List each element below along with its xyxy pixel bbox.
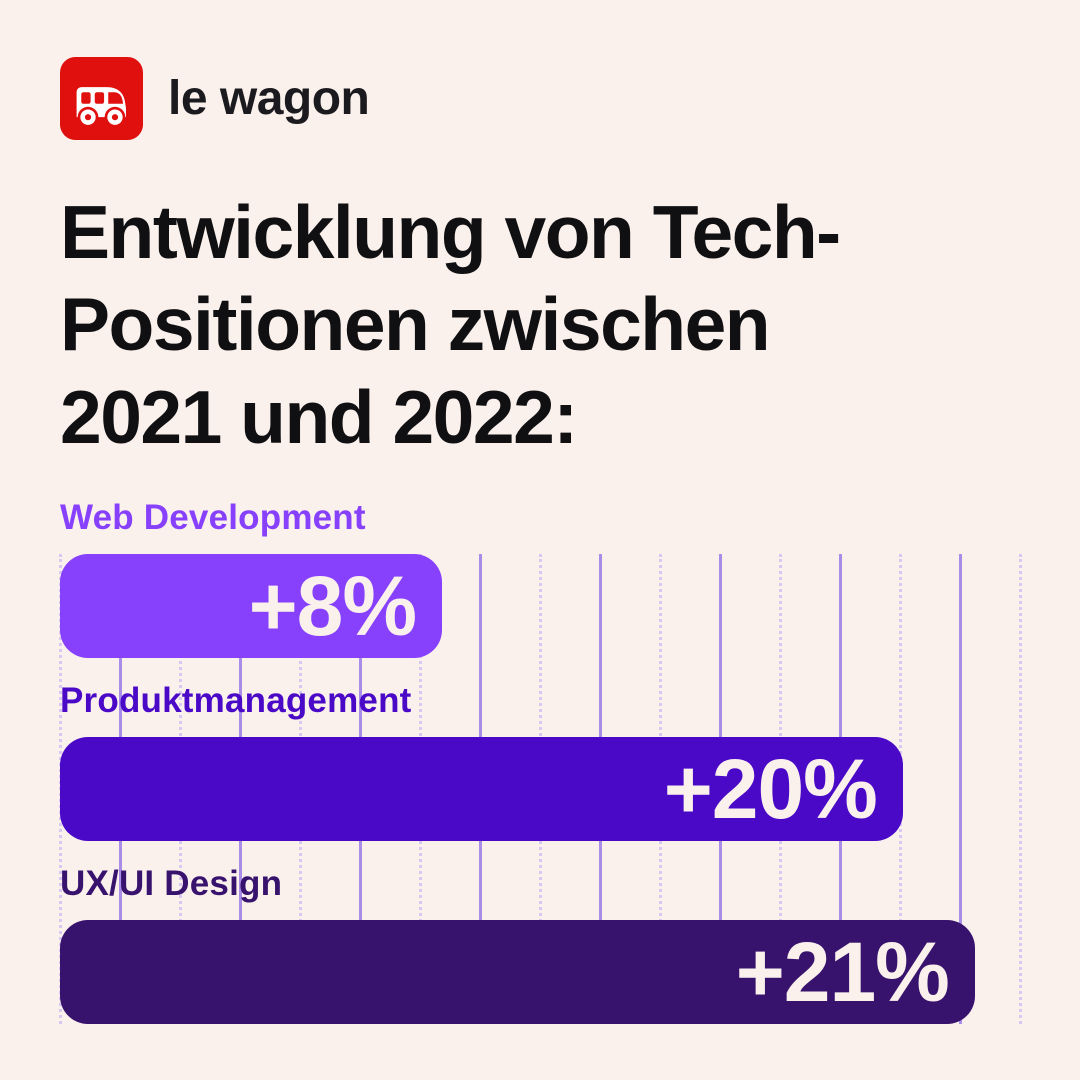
bar-value-label: +8% [248,558,417,653]
bar-ux-ui-design: +21% [60,919,975,1024]
page-title: Entwicklung von Tech- Positionen zwische… [60,190,841,459]
bar-row-produktmanagement: Produktmanagement +20% [60,681,1020,841]
bar-label: Web Development [60,497,366,537]
brand-header: le wagon [60,57,1020,140]
bar-label: UX/UI Design [60,863,283,903]
bar-value-label: +20% [663,741,878,836]
brand-logo [60,57,143,140]
bar-value-label: +21% [735,924,950,1019]
bar-label: Produktmanagement [60,680,412,720]
bar-row-web-development: Web Development +8% [60,498,1020,658]
brand-wordmark: le wagon [168,71,370,125]
bar-row-ux-ui-design: UX/UI Design +21% [60,864,1020,1024]
bar-web-development: +8% [60,553,443,658]
bar-produktmanagement: +20% [60,736,903,841]
bar-chart: Web Development +8% Produktmanagement +2… [58,498,1022,1024]
bus-icon [60,57,143,140]
